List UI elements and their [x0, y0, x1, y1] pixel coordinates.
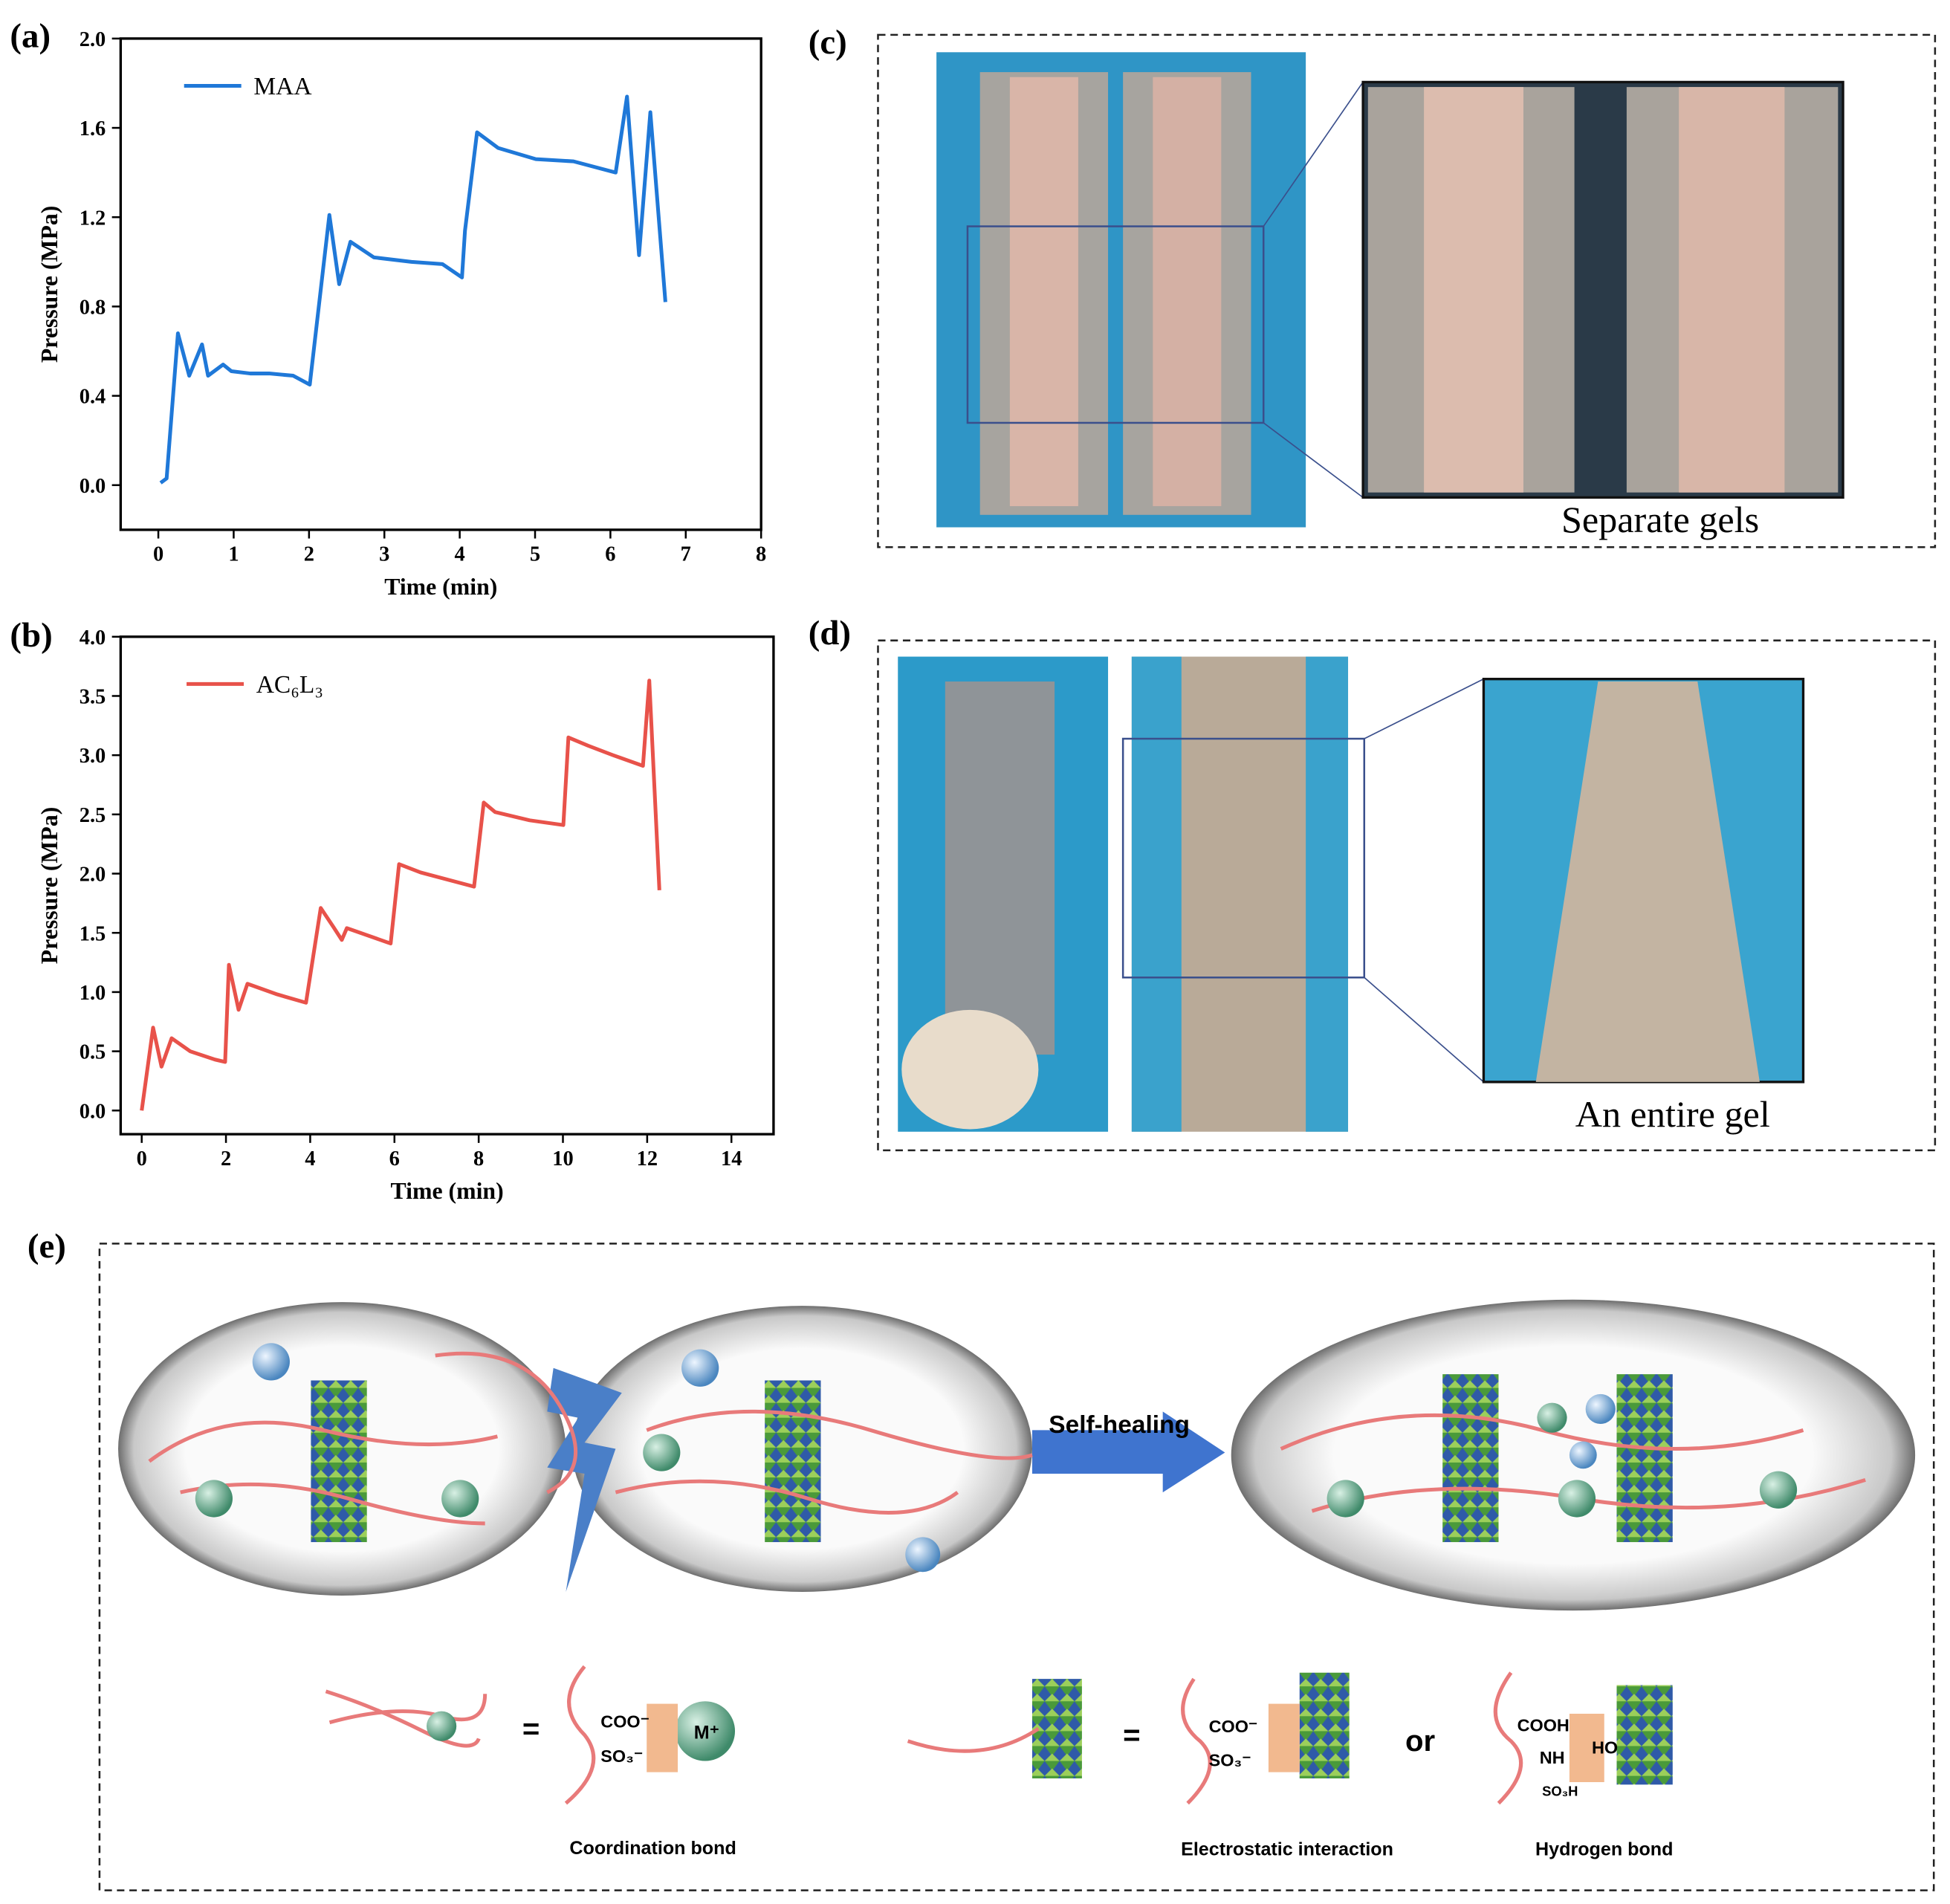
y-tick-label: 1.2: [80, 207, 106, 230]
photo-panel-d: An entire gel: [877, 639, 1937, 1152]
chem-label: NH: [1540, 1748, 1565, 1767]
x-tick-label: 8: [473, 1147, 484, 1170]
gel: [1153, 77, 1222, 507]
chem-label: M⁺: [694, 1722, 719, 1743]
panel-label: (d): [809, 614, 851, 653]
x-tick-label: 5: [530, 543, 540, 566]
x-tick-label: 0: [153, 543, 163, 566]
x-tick-label: 14: [721, 1147, 742, 1170]
y-tick-label: 0.8: [80, 296, 106, 319]
chem-label: SO₃⁻: [600, 1746, 643, 1766]
zoom-line: [1364, 678, 1484, 739]
crystals: [311, 1374, 1673, 1785]
y-tick-label: 1.6: [80, 117, 106, 140]
schematic: Self-healing = = or COO⁻ SO₃⁻ M⁺ COO⁻ SO…: [98, 1243, 1935, 1891]
gel: [1679, 87, 1785, 493]
bond-label: Coordination bond: [569, 1838, 736, 1859]
plot-frame: [119, 37, 762, 531]
gel: [1424, 87, 1523, 493]
y-tick-label: 1.0: [80, 982, 106, 1005]
y-tick-label: 3.0: [80, 745, 106, 768]
x-tick-label: 0: [137, 1147, 147, 1170]
data-line: [159, 94, 667, 485]
frame: [98, 1243, 1935, 1891]
x-tick-label: 6: [605, 543, 615, 566]
x-tick-label: 10: [552, 1147, 573, 1170]
chart: 0 1 2 3 4 5 6 7 8 0.0 0.4 0.8 1.2 1.6 2.0 Time (min) Pre…: [36, 28, 766, 600]
y-tick-label: 0.4: [80, 386, 106, 409]
y-tick-label: 4.0: [80, 626, 106, 650]
legend-label: AC₆L₃: [256, 671, 323, 699]
x-tick-label: 3: [379, 543, 389, 566]
equals: =: [522, 1712, 540, 1745]
ions: [195, 1343, 1798, 1761]
crack: [547, 1367, 622, 1592]
y-tick-label: 2.0: [80, 28, 106, 51]
caption: An entire gel: [1575, 1093, 1770, 1135]
y-tick-label: 2.5: [80, 804, 106, 827]
panel-label: (e): [27, 1227, 66, 1266]
or: or: [1405, 1724, 1436, 1758]
plate: [1535, 681, 1760, 1082]
panel-label: (c): [809, 23, 847, 62]
data-line: [140, 679, 661, 1111]
equals: =: [1123, 1718, 1140, 1752]
chem-label: HO: [1592, 1738, 1618, 1758]
x-tick-label: 12: [637, 1147, 658, 1170]
x-tick-label: 2: [304, 543, 314, 566]
y-axis-label: Pressure (MPa): [36, 206, 62, 363]
bond: [1569, 1713, 1604, 1783]
y-axis-label: Pressure (MPa): [36, 807, 62, 965]
zoom-box: [1121, 737, 1366, 979]
x-tick-label: 4: [455, 543, 465, 566]
schematic-text: = = or COO⁻ SO₃⁻ M⁺ COO⁻ SO₃⁻ COOH NH SO…: [522, 1712, 1674, 1859]
frame: [877, 639, 1937, 1152]
chart: 0 2 4 6 8 10 12 14 0.0 0.5 1.0 1.5 2.0 2.5 3.0 3.5 4.0 Ti…: [36, 626, 775, 1204]
arrow-label: Self-healing: [1049, 1411, 1190, 1439]
bond-label: Electrostatic interaction: [1181, 1839, 1393, 1860]
background: [1131, 656, 1182, 1132]
y-tick-label: 3.5: [80, 686, 106, 709]
y-tick-label: 0.0: [80, 475, 106, 498]
y-tick-label: 0.5: [80, 1041, 106, 1064]
bond: [1268, 1703, 1300, 1772]
y-tick-label: 1.5: [80, 922, 106, 945]
arrow: [1031, 1411, 1225, 1493]
photo-panel-c: Separate gels: [877, 33, 1937, 548]
gel: [1009, 77, 1078, 507]
zoom-line: [1263, 422, 1364, 499]
glove: [901, 1009, 1039, 1130]
zoom-line: [1364, 977, 1484, 1083]
zoom-line: [1263, 81, 1364, 227]
chem-label: SO₃H: [1542, 1783, 1578, 1798]
legend-label: MAA: [253, 73, 311, 100]
x-axis-label: Time (min): [391, 1178, 504, 1204]
caption: Separate gels: [1561, 499, 1759, 540]
background: [1306, 656, 1349, 1132]
x-tick-label: 2: [221, 1147, 231, 1170]
x-tick-label: 4: [305, 1147, 315, 1170]
y-tick-label: 2.0: [80, 864, 106, 887]
frame: [877, 33, 1937, 548]
chem-label: COO⁻: [1209, 1717, 1258, 1736]
panel-label: (a): [10, 17, 51, 56]
bond: [647, 1703, 678, 1772]
y-tick-label: 0.0: [80, 1100, 106, 1123]
chem-label: SO₃⁻: [1209, 1750, 1251, 1769]
tube: [945, 681, 1055, 1055]
bond-label: Hydrogen bond: [1535, 1839, 1673, 1860]
x-axis-label: Time (min): [384, 574, 497, 600]
plot-frame: [119, 635, 775, 1136]
zoom-box: [966, 225, 1265, 424]
x-tick-label: 8: [756, 543, 766, 566]
x-tick-label: 6: [389, 1147, 400, 1170]
chem-label: COOH: [1517, 1715, 1570, 1735]
x-tick-label: 7: [681, 543, 691, 566]
chem-label: COO⁻: [600, 1712, 650, 1731]
panel-label: (b): [10, 616, 52, 655]
x-tick-label: 1: [228, 543, 239, 566]
